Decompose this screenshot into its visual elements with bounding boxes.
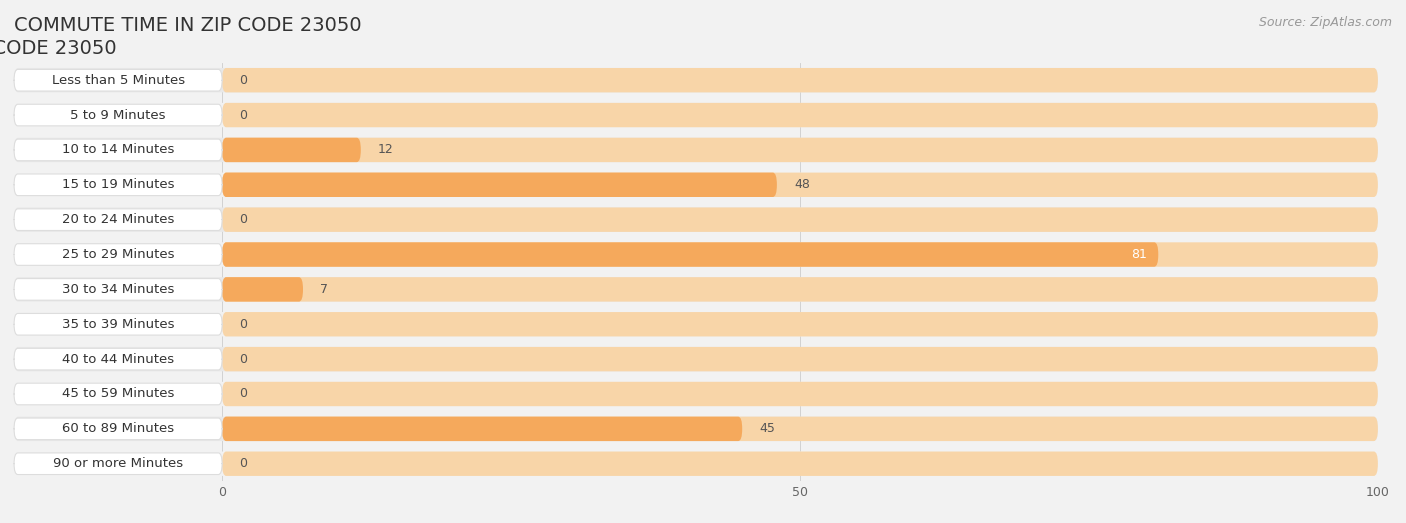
FancyBboxPatch shape [14,383,222,405]
FancyBboxPatch shape [222,242,1159,267]
FancyBboxPatch shape [222,451,1378,476]
FancyBboxPatch shape [222,68,1378,93]
FancyBboxPatch shape [14,277,1378,302]
FancyBboxPatch shape [14,174,222,196]
Text: 45 to 59 Minutes: 45 to 59 Minutes [62,388,174,401]
FancyBboxPatch shape [222,347,1378,371]
FancyBboxPatch shape [222,277,1378,302]
FancyBboxPatch shape [222,312,1378,336]
FancyBboxPatch shape [222,103,1378,127]
FancyBboxPatch shape [222,208,1378,232]
Text: 25 to 29 Minutes: 25 to 29 Minutes [62,248,174,261]
Text: 35 to 39 Minutes: 35 to 39 Minutes [62,318,174,331]
Text: 10 to 14 Minutes: 10 to 14 Minutes [62,143,174,156]
FancyBboxPatch shape [222,242,1378,267]
Text: 15 to 19 Minutes: 15 to 19 Minutes [62,178,174,191]
FancyBboxPatch shape [14,104,222,126]
FancyBboxPatch shape [14,173,1378,197]
Text: 40 to 44 Minutes: 40 to 44 Minutes [62,353,174,366]
Text: Less than 5 Minutes: Less than 5 Minutes [52,74,184,87]
Text: 0: 0 [239,109,247,121]
FancyBboxPatch shape [222,382,1378,406]
Text: 5 to 9 Minutes: 5 to 9 Minutes [70,109,166,121]
Text: 7: 7 [321,283,329,296]
Text: 30 to 34 Minutes: 30 to 34 Minutes [62,283,174,296]
Text: 45: 45 [759,423,776,435]
Text: 0: 0 [239,353,247,366]
Text: Source: ZipAtlas.com: Source: ZipAtlas.com [1258,16,1392,29]
FancyBboxPatch shape [222,173,778,197]
Text: 0: 0 [239,318,247,331]
Text: 90 or more Minutes: 90 or more Minutes [53,457,183,470]
FancyBboxPatch shape [14,417,1378,441]
FancyBboxPatch shape [14,208,1378,232]
FancyBboxPatch shape [14,139,222,161]
Text: 60 to 89 Minutes: 60 to 89 Minutes [62,423,174,435]
FancyBboxPatch shape [14,68,1378,93]
Text: COMMUTE TIME IN ZIP CODE 23050: COMMUTE TIME IN ZIP CODE 23050 [0,39,117,59]
FancyBboxPatch shape [14,312,1378,336]
FancyBboxPatch shape [14,348,222,370]
FancyBboxPatch shape [14,451,1378,476]
FancyBboxPatch shape [14,138,1378,162]
Text: 0: 0 [239,74,247,87]
FancyBboxPatch shape [222,277,304,302]
FancyBboxPatch shape [14,453,222,474]
Text: 0: 0 [239,213,247,226]
Text: COMMUTE TIME IN ZIP CODE 23050: COMMUTE TIME IN ZIP CODE 23050 [14,16,361,35]
FancyBboxPatch shape [14,418,222,440]
FancyBboxPatch shape [222,173,1378,197]
Text: 81: 81 [1130,248,1147,261]
FancyBboxPatch shape [14,242,1378,267]
FancyBboxPatch shape [14,103,1378,127]
Text: 0: 0 [239,457,247,470]
FancyBboxPatch shape [14,382,1378,406]
FancyBboxPatch shape [14,209,222,231]
FancyBboxPatch shape [222,417,1378,441]
FancyBboxPatch shape [14,279,222,300]
Text: 20 to 24 Minutes: 20 to 24 Minutes [62,213,174,226]
FancyBboxPatch shape [222,417,742,441]
FancyBboxPatch shape [14,347,1378,371]
FancyBboxPatch shape [14,244,222,265]
FancyBboxPatch shape [14,313,222,335]
Text: 0: 0 [239,388,247,401]
FancyBboxPatch shape [222,138,361,162]
Text: 12: 12 [378,143,394,156]
FancyBboxPatch shape [222,138,1378,162]
FancyBboxPatch shape [14,70,222,91]
Text: 48: 48 [794,178,810,191]
